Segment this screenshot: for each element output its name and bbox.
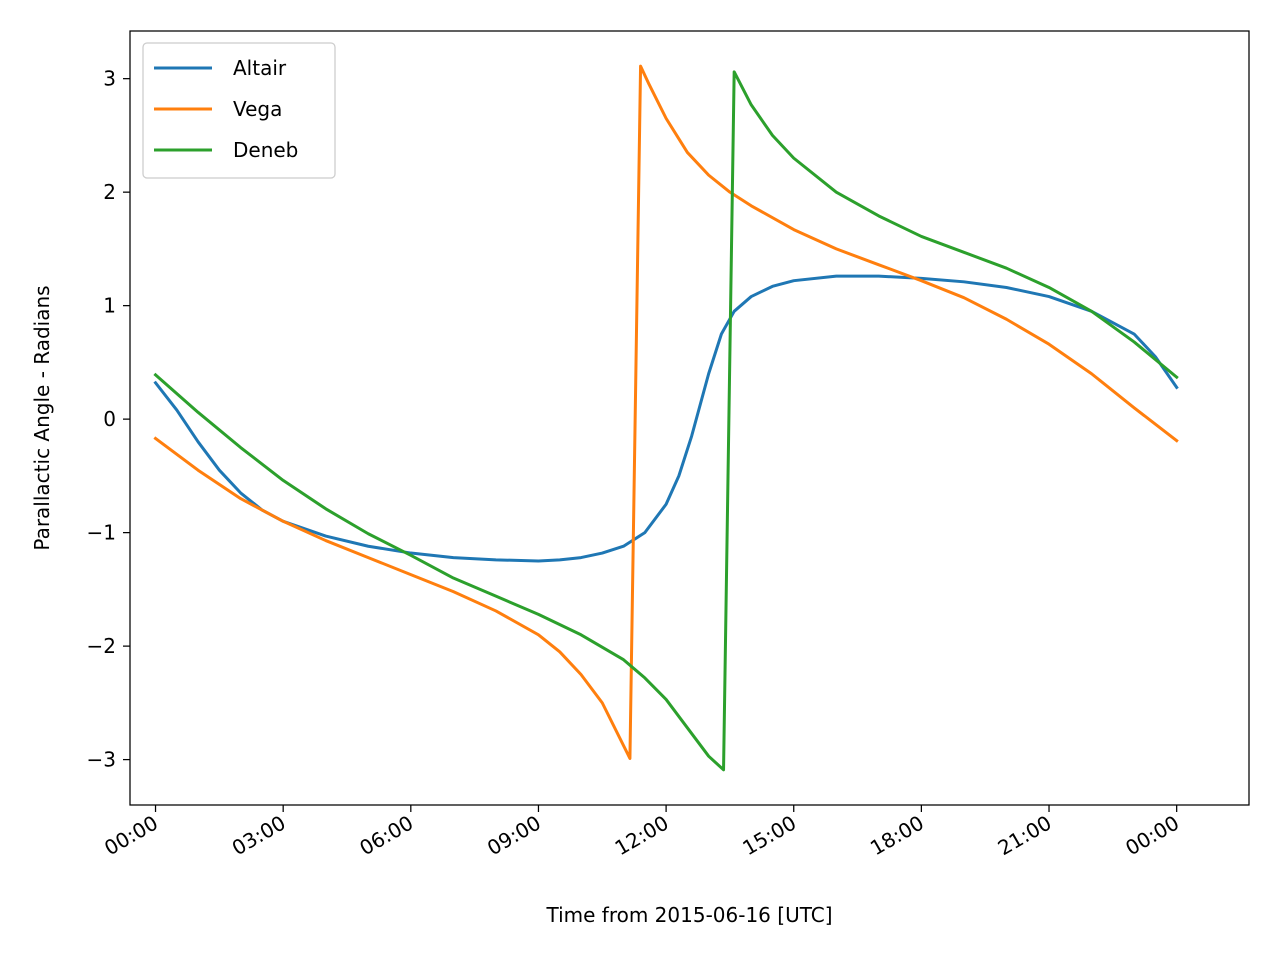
y-tick-label: 1 (103, 294, 116, 318)
legend: Altair Vega Deneb (142, 42, 336, 179)
y-tick-label: 3 (103, 67, 116, 91)
y-tick-label: −3 (87, 748, 116, 772)
y-tick-label: 0 (103, 407, 116, 431)
plot-lines (153, 64, 1179, 772)
y-tick-label: −1 (87, 521, 116, 545)
legend-label-deneb: Deneb (233, 138, 298, 162)
y-tick-label: −2 (87, 634, 116, 658)
x-axis-label: Time from 2015-06-16 [UTC] (545, 903, 832, 927)
y-tick-label: 2 (103, 180, 116, 204)
series-line-deneb (153, 70, 1179, 772)
legend-label-altair: Altair (233, 56, 287, 80)
y-axis-label: Parallactic Angle - Radians (30, 285, 54, 550)
legend-box (142, 42, 336, 179)
legend-label-vega: Vega (233, 97, 282, 121)
plot-frame (129, 30, 1250, 806)
y-axis: −3 −2 −1 0 1 2 3 (87, 67, 130, 772)
series-line-vega (153, 64, 1179, 760)
